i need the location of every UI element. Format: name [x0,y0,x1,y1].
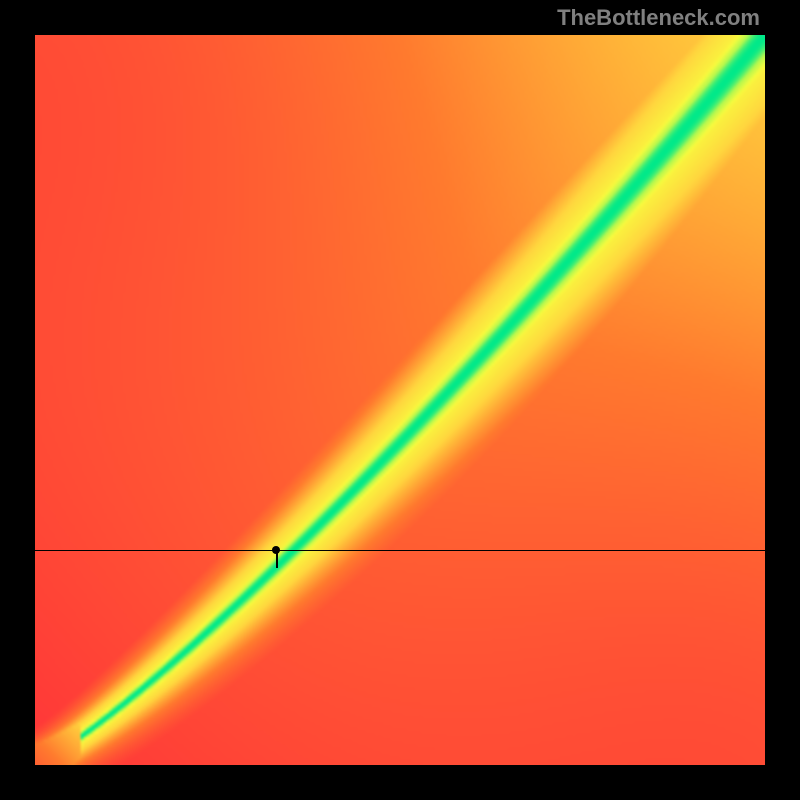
chart-container: TheBottleneck.com [0,0,800,800]
crosshair-vertical [276,765,277,800]
heatmap-canvas [35,35,765,765]
crosshair-horizontal [35,550,765,551]
watermark-text: TheBottleneck.com [557,5,760,31]
crosshair-tick [276,550,278,568]
plot-area [35,35,765,765]
